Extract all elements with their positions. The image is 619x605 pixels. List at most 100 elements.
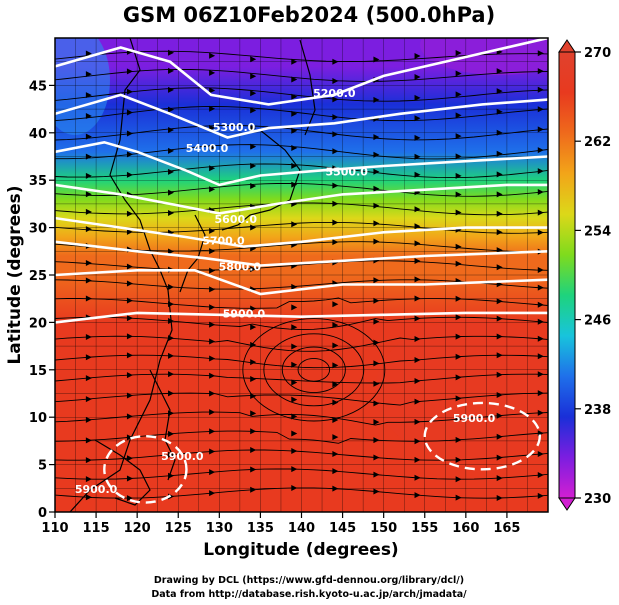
colorbar-tick-label: 230 [584, 492, 611, 507]
contour-label: 5900.0 [223, 308, 266, 321]
streamline-arrow [291, 76, 298, 83]
streamline-arrow [209, 321, 216, 328]
streamline-arrow [85, 208, 92, 215]
streamline-arrow [455, 333, 462, 340]
colorbar-tick-label: 262 [584, 135, 611, 150]
y-tick-label: 25 [29, 269, 47, 284]
contour-line [55, 93, 548, 139]
streamline-arrow [537, 301, 544, 308]
streamline-arrow [250, 359, 257, 366]
streamline-arrow [85, 437, 92, 444]
streamline-arrow [168, 352, 175, 359]
streamline-arrow [414, 438, 421, 445]
streamline-arrow [414, 295, 421, 302]
streamline-arrow [332, 239, 339, 246]
streamline-arrow [209, 186, 216, 193]
streamline-arrow [168, 67, 175, 74]
streamline [55, 392, 548, 406]
credit-line-2: Data from http://database.rish.kyoto-u.a… [151, 589, 467, 600]
streamline [55, 373, 548, 384]
streamline-arrow [332, 342, 339, 349]
streamline-arrow [250, 266, 257, 273]
streamline-arrow [85, 375, 92, 382]
streamline-arrow [209, 448, 216, 455]
streamline [55, 68, 548, 82]
streamline-arrow [332, 301, 339, 308]
streamline-arrow [209, 165, 216, 172]
streamline-arrow [85, 354, 92, 361]
streamline-arrow [168, 86, 175, 93]
streamline-arrow [126, 352, 133, 359]
streamline-arrow [537, 267, 544, 274]
x-tick-label: 165 [493, 521, 520, 536]
streamline-arrow [85, 133, 92, 140]
streamline [55, 106, 548, 122]
streamline-arrow [332, 58, 339, 65]
streamline-arrow [496, 371, 503, 378]
streamline-arrow [373, 454, 380, 461]
colorbar-bar [558, 51, 576, 499]
streamline-arrow [414, 336, 421, 343]
streamline-arrow [496, 68, 503, 75]
streamline [55, 221, 548, 234]
streamline [55, 316, 548, 331]
streamline-arrow [496, 88, 503, 95]
x-axis-ticks: 110 115 120 125 130 135 140 145 150 155 160 165 [41, 512, 520, 536]
streamline-arrow [85, 457, 92, 464]
streamline-arrow [291, 283, 298, 290]
streamline-arrow [168, 189, 175, 196]
colorbar-tick-label: 254 [584, 224, 611, 239]
streamline-arrow [332, 182, 339, 189]
streamline-arrow [291, 93, 298, 100]
streamline-arrow [126, 333, 133, 340]
contour-line [55, 311, 548, 324]
streamline [55, 335, 548, 352]
streamline-arrow [209, 372, 216, 379]
contour-line [55, 38, 548, 106]
streamline-arrow [332, 131, 339, 138]
streamline-arrow [414, 492, 421, 499]
streamline-arrow [291, 396, 298, 403]
streamline-arrow [250, 341, 257, 348]
streamline-arrow [291, 466, 298, 473]
streamline-arrow [414, 115, 421, 122]
streamline-arrow [537, 106, 544, 113]
streamline-arrow [414, 53, 421, 60]
streamline [55, 202, 548, 216]
streamline-arrow [496, 150, 503, 157]
x-tick-label: 120 [124, 521, 151, 536]
lat-lon-grid [55, 38, 548, 512]
streamline-arrow [168, 248, 175, 255]
y-tick-label: 5 [38, 459, 47, 474]
streamline-arrow [537, 147, 544, 154]
streamline-arrow [85, 476, 92, 483]
streamline-arrow [455, 416, 462, 423]
x-tick-label: 140 [288, 521, 315, 536]
colorbar-tick-label: 238 [584, 403, 611, 418]
streamline-arrow [250, 305, 257, 312]
streamline-arrow [373, 488, 380, 495]
streamline-arrow [414, 258, 421, 265]
plot-area: 5200.0 5300.0 5400.0 5500.0 5600.0 5700.0 5800… [55, 38, 548, 512]
streamline-arrow [126, 280, 133, 287]
contour-label: 5900.0 [75, 483, 118, 496]
streamline-arrow [332, 434, 339, 441]
streamline-arrow [126, 297, 133, 304]
streamline-arrow [496, 264, 503, 271]
streamline-arrow [126, 151, 133, 158]
x-tick-label: 135 [247, 521, 274, 536]
streamline-arrow [168, 126, 175, 133]
streamline-arrow [496, 229, 503, 236]
streamline-arrow [414, 474, 421, 481]
streamline-arrow [209, 69, 216, 76]
streamline-arrow [496, 247, 503, 254]
streamline [55, 468, 548, 480]
streamline-arrow [250, 162, 257, 169]
streamline-arrow [455, 153, 462, 160]
streamline-arrow [373, 380, 380, 387]
streamline-arrow [496, 129, 503, 136]
x-tick-label: 125 [165, 521, 192, 536]
streamline-arrow [455, 436, 462, 443]
streamline-arrow [496, 352, 503, 359]
